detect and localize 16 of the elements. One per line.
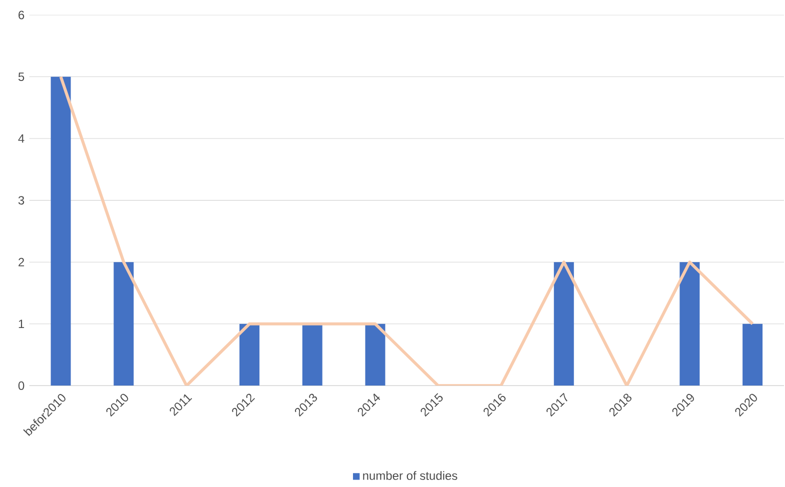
y-tick-label: 6 — [18, 10, 24, 20]
bar — [680, 262, 700, 386]
y-tick-label: 2 — [18, 258, 24, 266]
legend-label: number of studies — [363, 471, 458, 480]
bar — [114, 262, 134, 386]
bar — [365, 324, 386, 386]
bar — [742, 324, 763, 386]
bar — [50, 76, 71, 386]
y-tick-label: 5 — [18, 72, 24, 81]
y-tick-label: 4 — [18, 134, 24, 143]
bar — [302, 324, 322, 386]
bar — [239, 324, 260, 386]
y-tick-label: 3 — [18, 196, 24, 205]
y-tick-label: 0 — [18, 381, 24, 390]
bar — [554, 262, 574, 386]
y-tick-label: 1 — [18, 320, 24, 328]
